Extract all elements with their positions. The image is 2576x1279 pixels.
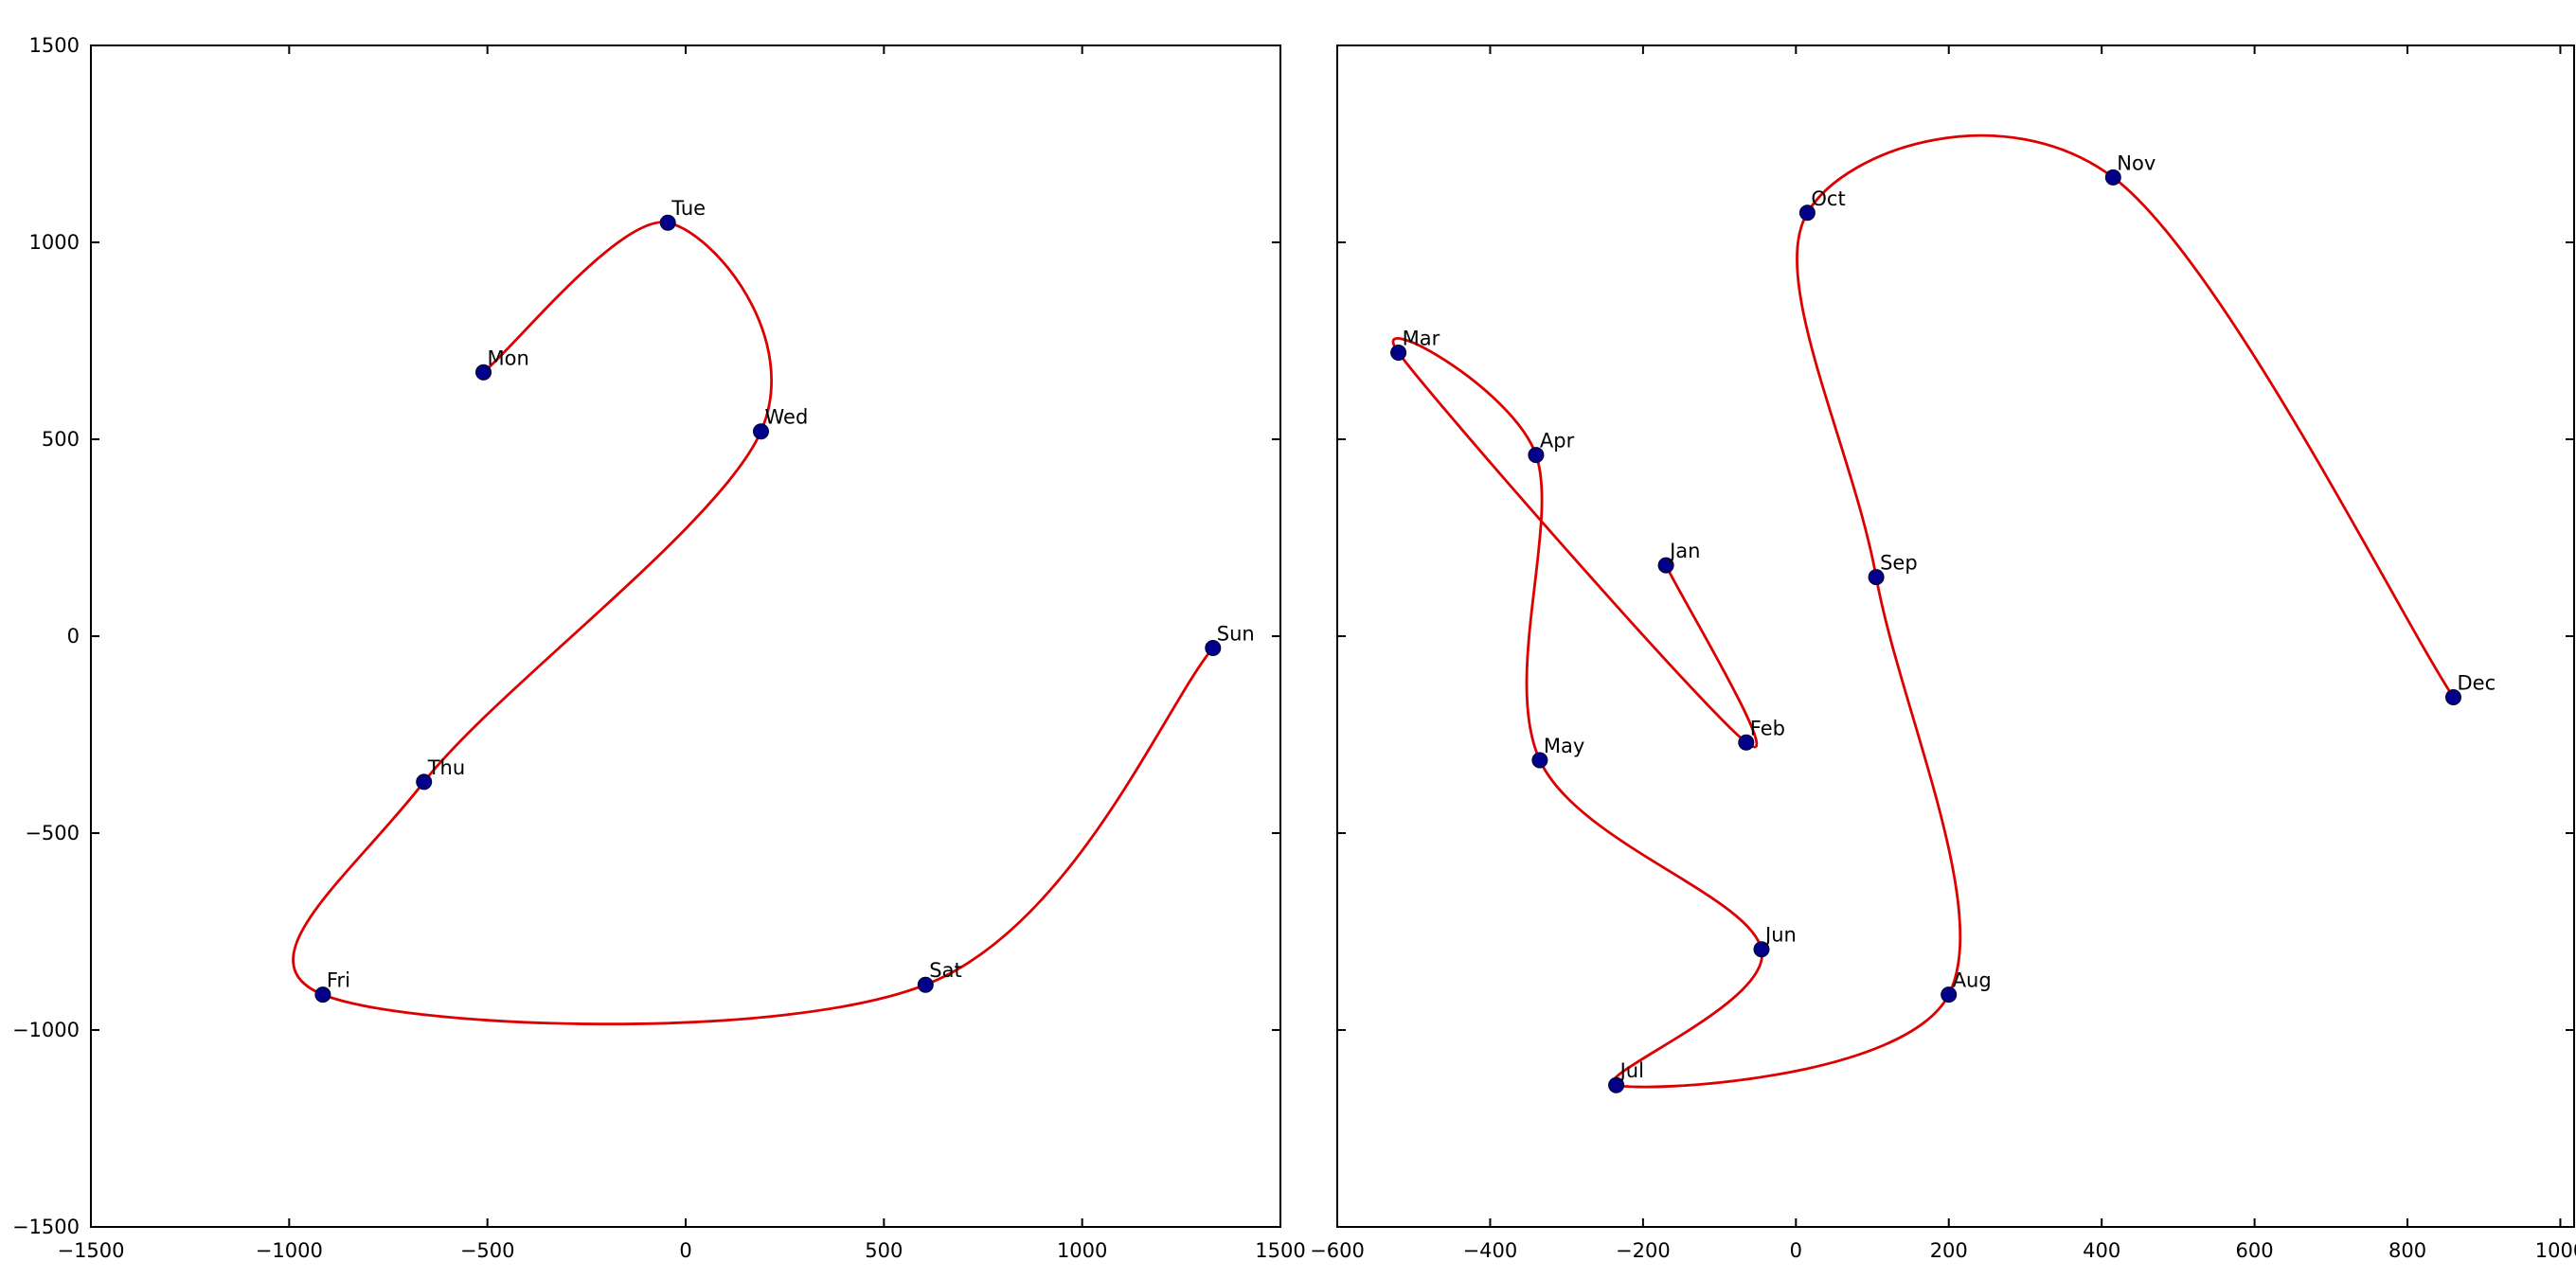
x-tick-label: 0 [679, 1239, 691, 1262]
x-tick-label: 1000 [1057, 1239, 1107, 1262]
data-point-label: Tue [671, 197, 706, 220]
x-tick-label: −400 [1463, 1239, 1518, 1262]
x-tick-label: 0 [1790, 1239, 1802, 1262]
data-point-label: Thu [427, 756, 465, 779]
data-point-label: Sat [929, 959, 961, 982]
data-point-label: Jul [1619, 1059, 1644, 1082]
data-point-marker [1798, 204, 1816, 222]
data-point-marker [1738, 734, 1755, 751]
data-point-label: Dec [2458, 672, 2496, 695]
data-point-marker [416, 773, 433, 790]
y-tick-label: −1500 [12, 1216, 80, 1238]
x-tick-label: 200 [1930, 1239, 1968, 1262]
data-point-label: Mar [1403, 328, 1440, 350]
data-point-label: Apr [1540, 430, 1575, 453]
data-point-label: Sun [1217, 623, 1255, 646]
data-point-label: Mon [488, 346, 529, 369]
data-point-label: Jun [1763, 924, 1797, 947]
axes-frame [90, 44, 1281, 1228]
x-tick-label: −1000 [256, 1239, 323, 1262]
data-point-marker [1941, 986, 1958, 1004]
data-point-marker [314, 986, 331, 1004]
x-tick-label: −600 [1310, 1239, 1365, 1262]
axes-frame [1336, 44, 2575, 1228]
data-point-marker [1205, 640, 1222, 656]
month-spline-chart: Jan Feb Mar Apr May Jun Jul Aug Sep Oct Nov Dec −600… [1310, 44, 2576, 1262]
data-point-marker [1531, 752, 1548, 769]
y-tick-label: 500 [42, 428, 80, 451]
data-point-marker [917, 976, 934, 993]
data-point-marker [2445, 689, 2461, 705]
data-point-label: Fri [327, 969, 350, 992]
data-point-label: May [1544, 735, 1584, 757]
weekday-spline-chart: Mon Tue Wed Thu Fri Sat Sun −1500 −1000 −500 0 500 1… [12, 34, 1306, 1262]
data-point-label: Nov [2117, 151, 2156, 174]
x-tick-label: −500 [460, 1239, 515, 1262]
data-point-marker [475, 364, 492, 381]
x-tick-label: 1000 [2535, 1239, 2576, 1262]
y-tick-label: 1000 [29, 231, 80, 254]
data-point-label: Feb [1750, 717, 1785, 739]
x-tick-label: 1500 [1255, 1239, 1305, 1262]
data-point-marker [1753, 941, 1770, 958]
data-point-label: Oct [1811, 187, 1845, 210]
x-tick-label: 800 [2388, 1239, 2426, 1262]
y-tick-label: −1000 [12, 1019, 80, 1041]
data-point-label: Aug [1953, 969, 1992, 992]
x-tick-label: 500 [865, 1239, 903, 1262]
data-point-marker [1390, 345, 1407, 361]
data-point-marker [659, 214, 676, 231]
y-tick-label: −500 [25, 822, 80, 844]
x-tick-label: −1500 [57, 1239, 124, 1262]
data-point-marker [1528, 447, 1545, 464]
x-tick-label: 600 [2236, 1239, 2274, 1262]
data-point-marker [753, 423, 769, 440]
x-tick-label: 400 [2083, 1239, 2120, 1262]
data-point-marker [1868, 569, 1885, 586]
data-point-label: Wed [765, 406, 809, 429]
data-point-marker [1657, 557, 1674, 574]
data-point-marker [1608, 1076, 1625, 1093]
y-tick-label: 0 [67, 625, 80, 648]
data-point-label: Jan [1668, 540, 1700, 562]
data-point-marker [2104, 169, 2121, 186]
y-tick-label: 1500 [29, 34, 80, 57]
x-tick-label: −200 [1616, 1239, 1671, 1262]
spline-path [1391, 133, 2455, 1089]
data-point-label: Sep [1880, 552, 1918, 575]
spline-path [292, 221, 1214, 1026]
